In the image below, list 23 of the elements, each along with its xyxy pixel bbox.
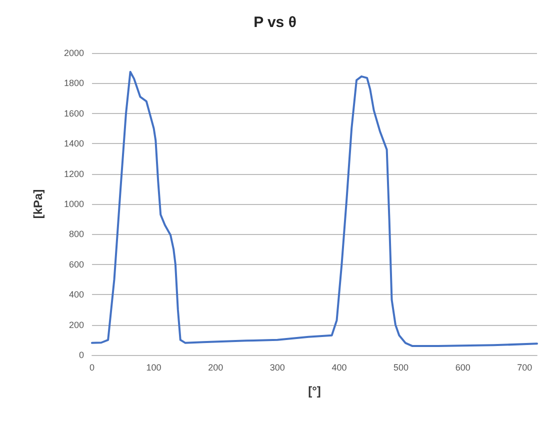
y-tick-label: 1200 [64, 168, 84, 179]
x-tick-label: 0 [89, 362, 95, 372]
y-tick-label: 600 [68, 259, 84, 270]
line-series [91, 70, 538, 347]
y-tick-label: 1400 [64, 138, 84, 149]
y-tick-label: 2000 [64, 48, 84, 58]
x-tick-label: 700 [517, 362, 532, 372]
x-tick-label: 600 [455, 362, 470, 372]
x-tick-label: 300 [270, 362, 285, 372]
y-tick-label: 400 [68, 290, 84, 300]
y-tick-label: 800 [68, 229, 84, 240]
y-tick-label: 1800 [64, 78, 84, 88]
y-tick-label: 1600 [64, 108, 84, 118]
y-tick-label: 0 [78, 350, 84, 360]
x-tick-label: 200 [208, 362, 224, 372]
x-tick-label: 100 [146, 362, 162, 372]
y-axis-title: [kPa] [31, 189, 45, 219]
x-tick-label: 400 [332, 362, 347, 372]
chart-title: P vs θ [254, 14, 296, 31]
y-tick-label: 200 [68, 320, 84, 330]
y-tick-label: 1000 [64, 199, 84, 209]
x-tick-label: 500 [394, 362, 409, 372]
x-axis-title: [°] [308, 384, 321, 398]
